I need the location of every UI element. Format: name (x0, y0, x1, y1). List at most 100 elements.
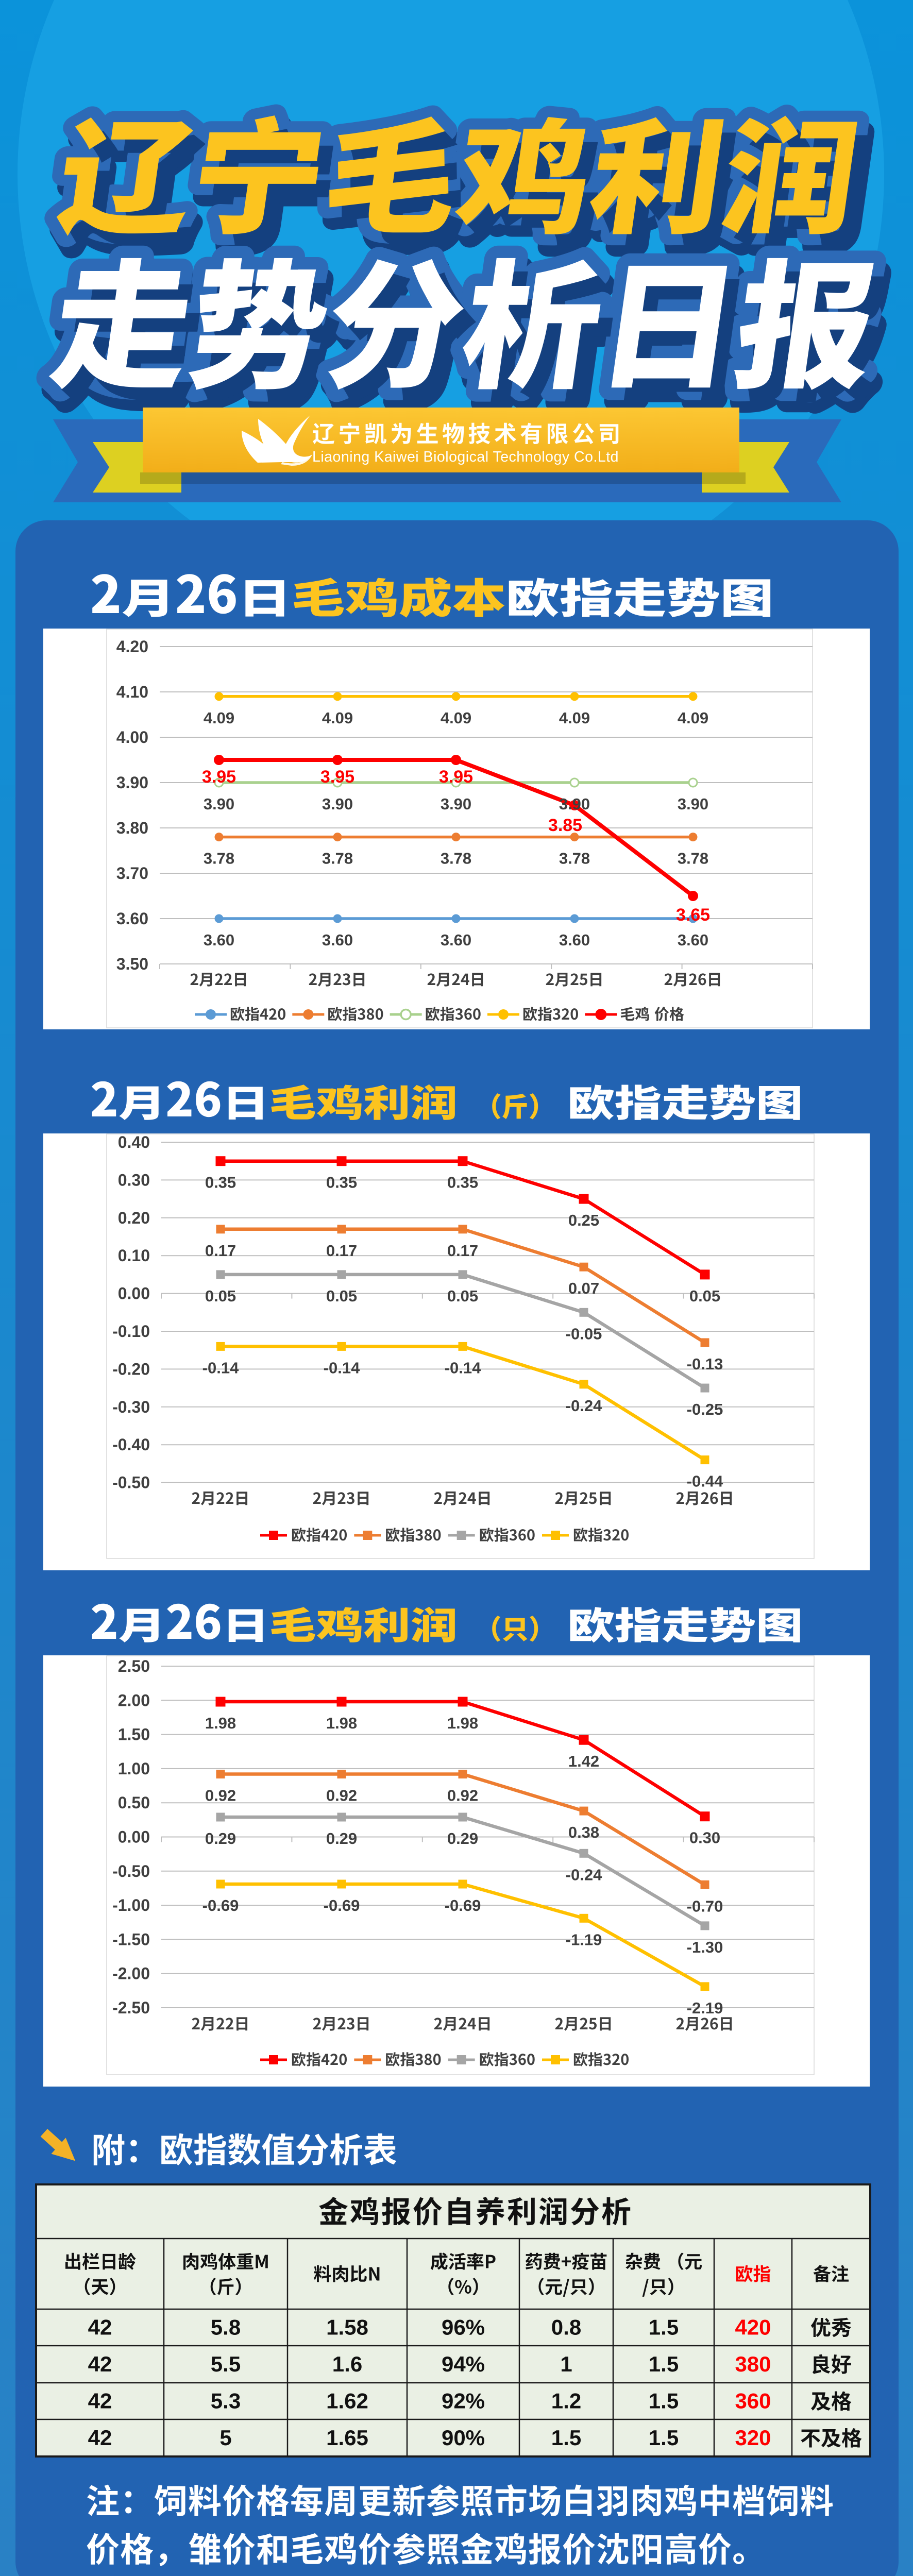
svg-text:-0.20: -0.20 (112, 1360, 150, 1378)
svg-text:3.90: 3.90 (678, 795, 708, 813)
svg-text:0.05: 0.05 (205, 1287, 236, 1305)
svg-text:320: 320 (735, 2426, 771, 2450)
svg-text:-1.50: -1.50 (112, 1930, 150, 1948)
svg-text:-0.50: -0.50 (112, 1473, 150, 1492)
svg-text:2.50: 2.50 (118, 1657, 150, 1675)
svg-text:0.29: 0.29 (447, 1829, 478, 1848)
svg-text:420: 420 (735, 2315, 771, 2340)
svg-text:3.65: 3.65 (676, 905, 710, 925)
svg-text:4.00: 4.00 (116, 728, 148, 747)
svg-text:1.5: 1.5 (551, 2426, 581, 2450)
svg-text:3.78: 3.78 (559, 850, 590, 868)
svg-text:5.8: 5.8 (211, 2315, 241, 2340)
svg-text:1.98: 1.98 (447, 1714, 478, 1732)
svg-text:3.70: 3.70 (116, 864, 148, 883)
svg-text:0.35: 0.35 (205, 1174, 236, 1192)
svg-text:3.95: 3.95 (202, 767, 236, 787)
svg-text:1.5: 1.5 (649, 2352, 679, 2376)
svg-text:-1.19: -1.19 (566, 1930, 602, 1948)
svg-text:3.95: 3.95 (439, 767, 473, 787)
svg-text:0.40: 0.40 (118, 1133, 150, 1151)
svg-text:0.05: 0.05 (447, 1287, 478, 1305)
svg-text:0.20: 0.20 (118, 1209, 150, 1227)
svg-text:0.00: 0.00 (118, 1828, 150, 1846)
svg-text:-0.50: -0.50 (112, 1862, 150, 1880)
svg-text:42: 42 (88, 2352, 112, 2376)
svg-text:-0.44: -0.44 (687, 1472, 723, 1490)
svg-text:1.98: 1.98 (205, 1714, 236, 1732)
svg-text:-0.70: -0.70 (687, 1897, 723, 1915)
svg-text:0.17: 0.17 (447, 1242, 478, 1260)
svg-text:0.07: 0.07 (568, 1279, 599, 1297)
svg-text:-0.69: -0.69 (445, 1896, 481, 1914)
svg-text:-2.50: -2.50 (112, 1998, 150, 2017)
svg-text:0.30: 0.30 (689, 1829, 720, 1847)
svg-text:Liaoning Kaiwei Biological Tec: Liaoning Kaiwei Biological Technology Co… (312, 449, 619, 465)
svg-text:3.80: 3.80 (116, 819, 148, 837)
svg-text:94%: 94% (442, 2352, 485, 2376)
svg-text:-0.40: -0.40 (112, 1435, 150, 1454)
svg-text:4.20: 4.20 (116, 637, 148, 656)
svg-text:3.90: 3.90 (559, 795, 590, 813)
svg-text:3.90: 3.90 (204, 795, 234, 813)
svg-text:5.3: 5.3 (211, 2389, 241, 2413)
svg-text:0.05: 0.05 (689, 1287, 720, 1305)
svg-text:-0.69: -0.69 (324, 1896, 360, 1914)
svg-text:42: 42 (88, 2426, 112, 2450)
svg-text:3.78: 3.78 (204, 850, 234, 868)
svg-text:-0.30: -0.30 (112, 1398, 150, 1416)
svg-text:380: 380 (735, 2352, 771, 2376)
svg-text:3.60: 3.60 (678, 931, 708, 949)
svg-text:3.95: 3.95 (320, 767, 354, 787)
svg-text:0.29: 0.29 (205, 1829, 236, 1848)
svg-text:-1.00: -1.00 (112, 1896, 150, 1914)
svg-text:4.09: 4.09 (441, 709, 471, 727)
svg-text:-0.10: -0.10 (112, 1322, 150, 1341)
svg-text:3.85: 3.85 (548, 816, 582, 835)
svg-text:4.09: 4.09 (678, 709, 708, 727)
svg-text:0.38: 0.38 (568, 1823, 599, 1841)
svg-text:-1.30: -1.30 (687, 1938, 723, 1956)
svg-text:4.09: 4.09 (204, 709, 234, 727)
svg-text:0.92: 0.92 (447, 1787, 478, 1805)
svg-text:1.5: 1.5 (649, 2315, 679, 2340)
svg-text:4.09: 4.09 (322, 709, 353, 727)
svg-text:3.78: 3.78 (678, 850, 708, 868)
svg-text:1.65: 1.65 (326, 2426, 368, 2450)
svg-text:-0.14: -0.14 (202, 1359, 239, 1377)
svg-text:3.90: 3.90 (441, 795, 471, 813)
svg-text:96%: 96% (442, 2315, 485, 2340)
svg-text:0.35: 0.35 (326, 1174, 357, 1192)
svg-text:42: 42 (88, 2315, 112, 2340)
svg-text:5.5: 5.5 (211, 2352, 241, 2376)
svg-text:0.05: 0.05 (326, 1287, 357, 1305)
svg-text:1.00: 1.00 (118, 1759, 150, 1778)
svg-text:-0.69: -0.69 (202, 1896, 239, 1914)
svg-text:90%: 90% (442, 2426, 485, 2450)
svg-text:3.60: 3.60 (559, 931, 590, 949)
svg-text:1: 1 (560, 2352, 572, 2376)
svg-text:1.5: 1.5 (649, 2389, 679, 2413)
svg-text:1.98: 1.98 (326, 1714, 357, 1732)
svg-text:42: 42 (88, 2389, 112, 2413)
svg-text:3.90: 3.90 (322, 795, 353, 813)
svg-text:-0.25: -0.25 (687, 1400, 723, 1418)
svg-text:5: 5 (219, 2426, 231, 2450)
svg-text:3.60: 3.60 (116, 909, 148, 928)
svg-text:0.50: 0.50 (118, 1793, 150, 1812)
svg-text:0.92: 0.92 (326, 1787, 357, 1805)
svg-text:-0.24: -0.24 (566, 1866, 602, 1884)
svg-text:0.25: 0.25 (568, 1211, 599, 1229)
svg-text:92%: 92% (442, 2389, 485, 2413)
svg-text:3.50: 3.50 (116, 955, 148, 973)
svg-text:360: 360 (735, 2389, 771, 2413)
svg-text:-0.13: -0.13 (687, 1355, 723, 1373)
svg-text:1.42: 1.42 (568, 1752, 599, 1770)
svg-text:0.35: 0.35 (447, 1174, 478, 1192)
svg-text:3.78: 3.78 (322, 850, 353, 868)
svg-text:3.60: 3.60 (322, 931, 353, 949)
svg-text:4.09: 4.09 (559, 709, 590, 727)
svg-text:3.60: 3.60 (204, 931, 234, 949)
svg-text:0.17: 0.17 (326, 1242, 357, 1260)
svg-text:1.2: 1.2 (551, 2389, 581, 2413)
